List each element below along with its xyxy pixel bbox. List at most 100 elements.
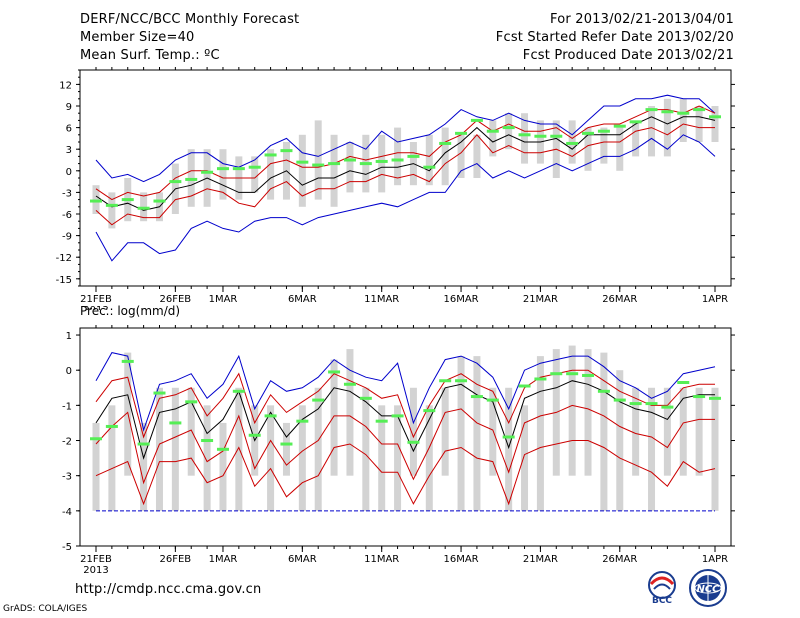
median-marker — [359, 396, 372, 400]
series-line-inner-lower — [95, 404, 715, 485]
x-tick-label: 6MAR — [288, 554, 317, 565]
median-marker — [566, 141, 579, 145]
median-marker — [280, 149, 293, 153]
ensemble-box — [695, 387, 703, 476]
median-marker — [566, 372, 579, 376]
y-tick-label: 0 — [66, 167, 72, 178]
median-marker — [629, 120, 642, 124]
ensemble-box — [568, 345, 576, 476]
median-marker — [328, 370, 341, 374]
x-tick-label: 16MAR — [443, 554, 478, 565]
x-tick-label: 21FEB — [80, 554, 112, 565]
x-tick-label: 26FEB — [160, 294, 192, 305]
y-tick-label: -9 — [62, 232, 72, 243]
median-marker — [391, 414, 404, 418]
x-tick-label: 1APR — [702, 294, 728, 305]
ensemble-box — [584, 349, 592, 476]
y-tick-label: -3 — [62, 472, 72, 483]
x-tick-label: 21MAR — [523, 294, 558, 305]
ensemble-box — [711, 387, 719, 511]
median-marker — [232, 167, 245, 171]
median-marker — [597, 129, 610, 133]
ensemble-box — [235, 387, 243, 511]
x-year-label: 2013 — [83, 305, 108, 310]
ensemble-box — [521, 405, 529, 511]
median-marker — [613, 124, 626, 128]
ensemble-box — [298, 405, 306, 511]
precipitation-chart: -5 -4 -3 -2 -1 0 1 21FEB 26FEB 1MAR 6MAR 11MAR 16MAR… — [62, 325, 735, 576]
ensemble-box — [648, 106, 656, 157]
ensemble-box — [298, 134, 306, 207]
ensemble-box — [203, 405, 211, 511]
ensemble-box — [679, 98, 687, 142]
y-tick-label: -2 — [62, 437, 72, 448]
x-tick-label: 21FEB — [80, 294, 112, 305]
x-tick-label: 21MAR — [523, 554, 558, 565]
median-marker — [407, 154, 420, 158]
ensemble-box — [314, 387, 322, 511]
median-marker — [312, 398, 325, 402]
ensemble-box — [711, 106, 719, 142]
median-marker — [264, 153, 277, 157]
ensemble-box — [679, 387, 687, 476]
x-tick-label: 26MAR — [602, 294, 637, 305]
median-marker — [121, 359, 134, 363]
median-marker — [169, 180, 182, 184]
grads-credit: GrADS: COLA/IGES — [3, 604, 88, 614]
median-marker — [439, 141, 452, 145]
median-marker — [264, 414, 277, 418]
ensemble-box — [632, 387, 640, 476]
median-marker — [343, 382, 356, 386]
produced-date: Fcst Produced Date 2013/02/21 — [522, 48, 734, 63]
series-line-outer-upper — [95, 352, 716, 432]
series-line-inner-lower — [95, 123, 715, 226]
y-tick-label: 9 — [66, 102, 72, 113]
y-tick-label: -3 — [62, 188, 72, 199]
ensemble-box — [441, 387, 449, 476]
median-marker — [185, 177, 198, 181]
ensemble-box — [219, 149, 227, 200]
median-marker — [709, 396, 721, 400]
ensemble-box — [267, 405, 275, 511]
ensemble-box — [251, 156, 259, 193]
series-line-inner-upper — [95, 105, 716, 201]
median-marker — [534, 377, 547, 381]
x-tick-label: 26FEB — [160, 554, 192, 565]
median-marker — [407, 440, 420, 444]
ensemble-box — [267, 149, 275, 200]
ensemble-box — [648, 387, 656, 511]
median-marker — [455, 131, 468, 135]
y-tick-label: 0 — [66, 366, 72, 377]
source-url[interactable]: http://cmdp.ncc.cma.gov.cn — [75, 582, 262, 597]
ensemble-box — [663, 98, 671, 157]
median-marker — [169, 421, 182, 425]
median-marker — [359, 162, 372, 166]
ensemble-box — [489, 387, 497, 476]
ensemble-box — [362, 387, 370, 511]
ensemble-box — [616, 370, 624, 511]
chart-title: DERF/NCC/BCC Monthly Forecast — [80, 12, 300, 27]
x-tick-label: 6MAR — [288, 294, 317, 305]
median-marker — [423, 409, 436, 413]
median-marker — [582, 373, 595, 377]
y-tick-label: -12 — [56, 253, 72, 264]
y-tick-label: 3 — [66, 145, 72, 156]
ensemble-box — [441, 127, 449, 186]
median-marker — [216, 167, 229, 171]
median-marker — [629, 402, 642, 406]
median-marker — [486, 398, 499, 402]
ensemble-box — [521, 113, 529, 164]
median-marker — [216, 447, 229, 451]
median-marker — [470, 395, 483, 399]
bcc-logo: BCC — [642, 570, 682, 606]
median-marker — [613, 398, 626, 402]
median-marker — [423, 165, 436, 169]
median-marker — [582, 131, 595, 135]
ensemble-box — [346, 349, 354, 476]
median-marker — [137, 442, 150, 446]
series-line-outer-upper — [95, 94, 716, 183]
ncc-logo-icon: NCC — [689, 569, 727, 607]
ensemble-box — [330, 359, 338, 476]
refer-date: Fcst Started Refer Date 2013/02/20 — [495, 30, 734, 45]
ensemble-box — [394, 405, 402, 511]
